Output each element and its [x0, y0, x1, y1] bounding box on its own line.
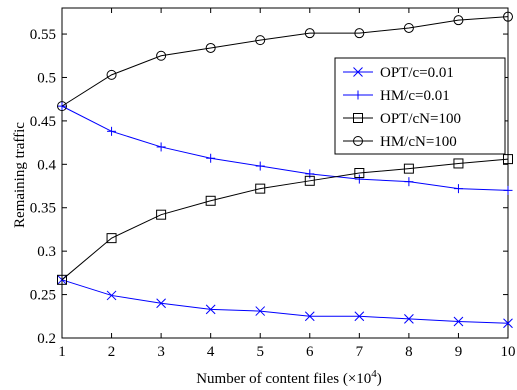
data-point	[404, 177, 414, 187]
data-point	[403, 22, 414, 33]
x-tick-label: 5	[256, 344, 264, 360]
x-tick-label: 4	[207, 344, 215, 360]
marker-stroke	[503, 318, 513, 329]
data-point	[304, 311, 315, 322]
data-point	[305, 169, 315, 179]
data-point	[354, 168, 365, 178]
marker-stroke	[205, 304, 216, 315]
y-axis-label: Remaining traffic	[12, 122, 28, 228]
legend-marker	[353, 67, 363, 77]
data-point	[57, 274, 67, 285]
data-point	[156, 50, 167, 61]
y-tick-label: 0.55	[30, 27, 56, 43]
series-line	[61, 16, 509, 107]
y-tick-label: 0.3	[37, 244, 56, 260]
marker-stroke	[304, 311, 315, 322]
legend-label: OPT/cN=100	[380, 111, 461, 127]
data-point	[255, 161, 265, 171]
x-tick-label: 3	[157, 344, 165, 360]
x-tick-label: 6	[306, 344, 314, 360]
y-tick-label: 0.2	[37, 331, 56, 347]
data-point	[57, 101, 67, 112]
x-tick-label: 8	[405, 344, 413, 360]
x-tick-label: 2	[108, 344, 116, 360]
data-point	[304, 175, 315, 186]
data-point	[503, 318, 513, 329]
data-point	[503, 185, 513, 195]
data-point	[354, 28, 365, 39]
legend-item: OPT/cN=100	[343, 111, 461, 127]
x-tick-label: 9	[455, 344, 463, 360]
x-axis-label: Number of content files (×104)	[196, 368, 382, 387]
legend-label: HM/c=0.01	[380, 88, 450, 104]
data-point	[205, 304, 216, 315]
marker-stroke	[106, 290, 117, 301]
data-point	[453, 184, 463, 194]
data-point	[205, 195, 216, 206]
x-tick-label: 7	[356, 344, 364, 360]
data-point	[304, 28, 315, 39]
legend-marker	[353, 90, 363, 100]
legend-item: HM/c=0.01	[343, 88, 450, 104]
legend-label: HM/cN=100	[380, 134, 457, 150]
data-point	[206, 153, 216, 163]
series-line	[61, 158, 509, 281]
data-point	[404, 314, 414, 324]
series-layer	[57, 11, 513, 329]
data-point	[503, 154, 513, 165]
data-point	[255, 35, 266, 46]
data-point	[205, 42, 216, 53]
legend-item: OPT/c=0.01	[343, 65, 454, 81]
data-point	[106, 290, 117, 301]
data-point	[156, 142, 166, 152]
y-tick-label: 0.45	[30, 114, 56, 130]
x-tick-label: 10	[501, 344, 516, 360]
y-tick-label: 0.4	[37, 157, 56, 173]
marker-stroke	[354, 311, 365, 322]
marker-stroke	[156, 298, 166, 309]
legend-label: OPT/c=0.01	[380, 65, 454, 81]
series-0	[57, 274, 513, 329]
data-point	[453, 316, 464, 327]
data-point	[106, 233, 117, 244]
data-point	[503, 11, 513, 22]
y-tick-label: 0.25	[30, 288, 56, 304]
legend-box	[334, 57, 506, 155]
y-tick-label: 0.5	[37, 70, 56, 86]
x-axis: 1 2 3 4 5 6 7 8 9 10	[58, 8, 516, 360]
data-point	[156, 209, 167, 220]
data-point	[354, 174, 364, 184]
data-point	[453, 15, 464, 26]
plot-border	[61, 7, 509, 339]
marker-stroke	[255, 306, 266, 316]
data-point	[255, 183, 266, 194]
data-point	[354, 311, 365, 322]
data-point	[255, 306, 266, 316]
plot-area	[61, 7, 509, 339]
series-line	[61, 105, 509, 191]
legend: OPT/c=0.01 HM/c=0.01 OPT/cN=100 HM/cN=100	[334, 57, 506, 155]
series-2	[57, 154, 513, 285]
legend-marker	[353, 136, 363, 146]
y-tick-label: 0.35	[30, 201, 56, 217]
x-tick-label: 1	[58, 344, 66, 360]
series-line	[61, 279, 509, 324]
marker-stroke	[404, 314, 414, 324]
data-point	[403, 163, 414, 174]
data-point	[156, 298, 166, 309]
legend-marker	[353, 113, 363, 123]
data-point	[106, 69, 117, 80]
series-3	[57, 11, 513, 112]
marker-stroke	[453, 316, 464, 327]
series-1	[57, 101, 513, 195]
y-axis: 0.2 0.25 0.3 0.35 0.4 0.45 0.5 0.55	[30, 27, 508, 347]
legend-item: HM/cN=100	[343, 134, 457, 150]
data-point	[453, 158, 464, 169]
data-point	[107, 126, 117, 136]
marker-stroke	[353, 67, 363, 77]
